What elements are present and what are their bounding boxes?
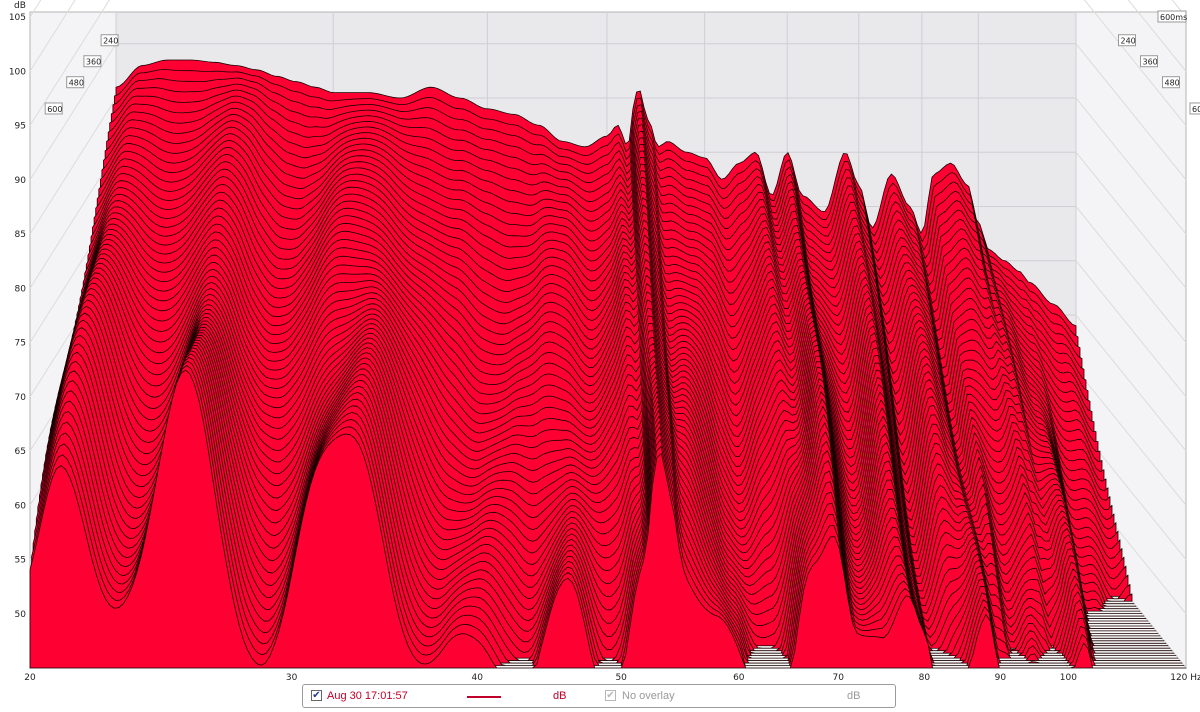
y-tick-label: 60	[15, 501, 27, 511]
axis-labels: 20 30 40 50 60 70 80 90 100 120 Hz 50 55 60 65 70 75 80 8…	[9, 1, 1200, 680]
z-tick-label-right: 600	[1192, 105, 1200, 114]
y-grid-line-right	[1075, 151, 1187, 289]
overlay-2-checkbox[interactable]: ✔	[605, 690, 616, 701]
y-tick-label: 85	[15, 230, 26, 240]
x-tick-label: 50	[615, 673, 627, 680]
legend: ✔ Aug 30 17:01:57 dB ✔ No overlay dB	[302, 684, 896, 708]
x-tick-label: 60	[733, 673, 745, 680]
z-tick-box-left	[100, 34, 119, 47]
z-tick-label-right: 360	[1143, 58, 1158, 67]
z-tick-label-left: 600	[47, 105, 62, 114]
y-grid-line-left	[29, 0, 76, 72]
y-grid-line-right	[1075, 368, 1187, 506]
z-tick-box-left	[83, 55, 102, 68]
y-grid-line-right	[1075, 43, 1187, 181]
y-axis-title: dB	[14, 1, 26, 11]
z-tick-label-left: 240	[103, 37, 118, 46]
z-back-label-box	[1157, 10, 1187, 23]
z-tick-box-left	[66, 76, 85, 89]
y-grid-line-left	[29, 97, 117, 235]
y-tick-label: 75	[15, 339, 26, 349]
y-tick-label: 65	[15, 447, 26, 457]
z-tick-label-right: 480	[1165, 79, 1180, 88]
waterfall-chart: 20 30 40 50 60 70 80 90 100 120 Hz 50 55 60 65 70 75 80 8…	[9, 0, 1200, 680]
x-tick-label: 100	[1060, 673, 1077, 680]
overlay-2-unit: dB	[847, 690, 861, 702]
z-tick-box-right	[1162, 76, 1180, 89]
y-tick-label: 70	[15, 393, 27, 403]
overlay-2-label[interactable]: No overlay	[622, 690, 675, 702]
z-back-label: 600ms	[1160, 13, 1187, 22]
x-tick-label: 20	[24, 673, 36, 680]
x-tick-label: 90	[995, 673, 1007, 680]
x-tick-label: 80	[919, 673, 931, 680]
y-grid-line-right	[1075, 97, 1187, 235]
overlay-1-checkbox[interactable]: ✔	[311, 690, 322, 701]
y-grid-line-right	[1075, 206, 1187, 343]
y-tick-label: 100	[9, 67, 26, 77]
y-tick-label: 95	[15, 122, 26, 132]
y-grid-line-right	[1083, 0, 1187, 126]
z-tick-box-right	[1189, 102, 1200, 115]
y-grid-line-right	[1075, 314, 1187, 452]
waterfall-slice	[29, 369, 1187, 669]
y-grid-line-right	[1127, 0, 1187, 72]
y-tick-label: 50	[15, 610, 27, 620]
overlay-1-label[interactable]: Aug 30 17:01:57	[327, 690, 408, 702]
x-tick-label: 70	[833, 673, 845, 680]
x-tick-label: 30	[286, 673, 298, 680]
y-tick-label: 55	[15, 556, 26, 566]
y-tick-label: 90	[15, 176, 27, 186]
z-tick-box-right	[1118, 34, 1136, 47]
z-tick-label-left: 480	[69, 79, 84, 88]
overlay-1-line-swatch	[467, 696, 501, 698]
z-tick-box-left	[44, 102, 63, 115]
y-tick-label: 80	[15, 284, 27, 294]
z-tick-label-right: 240	[1121, 37, 1136, 46]
z-tick-box-right	[1140, 55, 1158, 68]
x-tick-label: 120 Hz	[1170, 673, 1200, 680]
z-tick-label-left: 360	[86, 58, 101, 67]
y-grid-line-left	[29, 0, 110, 126]
x-tick-label: 40	[471, 673, 483, 680]
y-grid-line-right	[1075, 260, 1187, 398]
overlay-1-unit: dB	[553, 690, 567, 702]
y-grid-line-left	[29, 43, 117, 181]
y-tick-label: 105	[9, 13, 26, 23]
waterfall-slices	[29, 59, 1187, 669]
